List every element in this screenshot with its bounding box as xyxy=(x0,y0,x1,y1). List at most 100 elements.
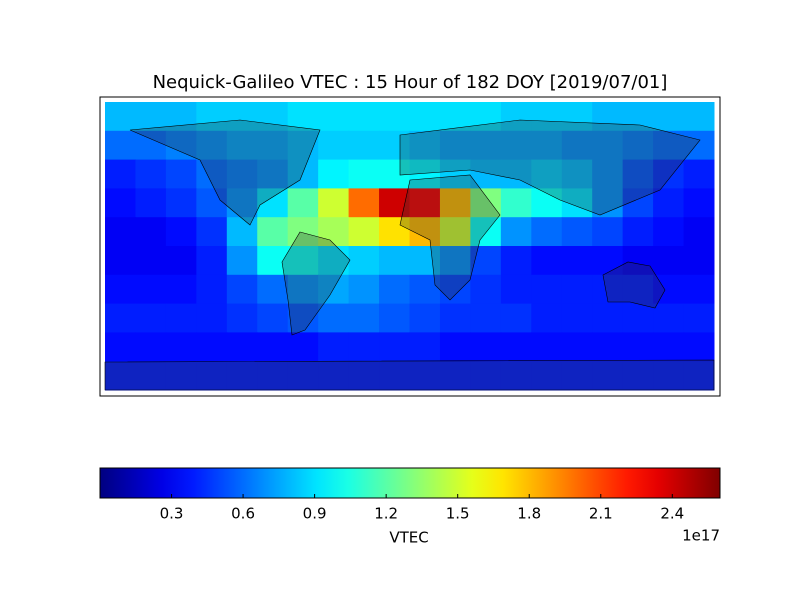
heatmap-cell xyxy=(561,274,593,305)
heatmap-cell xyxy=(196,274,228,305)
heatmap-cell xyxy=(318,303,350,333)
heatmap-cell xyxy=(561,188,593,218)
heatmap-cell xyxy=(348,130,380,161)
heatmap-cell xyxy=(409,274,441,305)
heatmap-cell xyxy=(348,332,380,362)
heatmap-cell xyxy=(348,102,380,132)
heatmap-cell xyxy=(439,102,471,132)
heatmap-cell xyxy=(257,188,289,218)
heatmap-cell xyxy=(470,303,502,333)
heatmap-cell xyxy=(348,217,380,247)
heatmap-cell xyxy=(379,303,410,333)
heatmap-cell xyxy=(287,274,319,305)
heatmap-cell xyxy=(683,332,715,362)
colorbar-tick-label: 0.3 xyxy=(160,505,184,523)
heatmap-cell xyxy=(622,246,654,276)
colorbar-tick-label: 2.4 xyxy=(660,505,684,523)
heatmap-cell xyxy=(683,159,715,189)
heatmap-cell xyxy=(531,332,563,362)
colorbar-label: VTEC xyxy=(389,529,428,547)
colorbar-tick-label: 1.2 xyxy=(374,505,398,523)
heatmap-cell xyxy=(287,188,319,218)
heatmap-cell xyxy=(257,332,289,362)
heatmap-cell xyxy=(561,303,593,333)
heatmap-cell xyxy=(653,102,685,132)
heatmap-cell xyxy=(165,188,197,218)
heatmap-cell xyxy=(683,274,715,305)
heatmap-cell xyxy=(439,217,471,247)
heatmap-cell xyxy=(348,303,380,333)
heatmap-cell xyxy=(470,102,502,132)
heatmap-cell xyxy=(683,188,715,218)
heatmap-cell xyxy=(226,217,258,247)
heatmap-cell xyxy=(500,159,532,189)
colorbar-tick-label: 0.6 xyxy=(231,505,255,523)
heatmap-cell xyxy=(683,246,715,276)
heatmap-cell xyxy=(287,217,319,247)
heatmap-cell xyxy=(226,303,258,333)
heatmap-cell xyxy=(257,303,289,333)
heatmap-cell xyxy=(622,361,654,391)
heatmap-cell xyxy=(226,246,258,276)
heatmap-cell xyxy=(135,217,167,247)
heatmap-cell xyxy=(500,217,532,247)
heatmap-cell xyxy=(561,130,593,161)
heatmap-cell xyxy=(105,246,136,276)
heatmap-cell xyxy=(318,217,350,247)
colorbar-tick-label: 0.9 xyxy=(303,505,327,523)
south-america xyxy=(281,231,351,336)
heatmap-cell xyxy=(653,188,685,218)
heatmap-cell xyxy=(470,130,502,161)
heatmap-cell xyxy=(622,159,654,189)
heatmap-cell xyxy=(287,361,319,391)
colorbar-tick-label: 1.8 xyxy=(517,505,541,523)
heatmap-cell xyxy=(622,188,654,218)
heatmap-cell xyxy=(470,246,502,276)
heatmap-cell xyxy=(165,274,197,305)
heatmap-cell xyxy=(135,274,167,305)
heatmap-cell xyxy=(683,102,715,132)
heatmap-cell xyxy=(105,274,136,305)
heatmap xyxy=(105,102,715,391)
heatmap-cell xyxy=(409,217,441,247)
heatmap-cell xyxy=(592,332,624,362)
colorbar xyxy=(99,467,721,499)
heatmap-cell xyxy=(135,246,167,276)
heatmap-cell xyxy=(592,130,624,161)
heatmap-cell xyxy=(226,332,258,362)
heatmap-cell xyxy=(257,130,289,161)
heatmap-cell xyxy=(531,246,563,276)
heatmap-cell xyxy=(653,361,685,391)
heatmap-cell xyxy=(653,332,685,362)
heatmap-cell xyxy=(592,246,624,276)
heatmap-cell xyxy=(379,274,410,305)
colorbar-offset: 1e17 xyxy=(682,527,720,545)
heatmap-cell xyxy=(196,188,228,218)
heatmap-cell xyxy=(257,274,289,305)
heatmap-cell xyxy=(196,102,228,132)
heatmap-cell xyxy=(409,130,441,161)
heatmap-cell xyxy=(439,303,471,333)
heatmap-cell xyxy=(105,361,136,391)
heatmap-cell xyxy=(409,332,441,362)
heatmap-cell xyxy=(318,130,350,161)
antarctica xyxy=(104,359,715,391)
heatmap-cell xyxy=(196,130,228,161)
heatmap-cell xyxy=(105,332,136,362)
heatmap-cell xyxy=(531,159,563,189)
heatmap-cell xyxy=(409,361,441,391)
heatmap-cell xyxy=(409,102,441,132)
heatmap-cell xyxy=(653,130,685,161)
heatmap-cell xyxy=(592,217,624,247)
heatmap-cell xyxy=(500,246,532,276)
heatmap-cell xyxy=(105,188,136,218)
map-title: Nequick-Galileo VTEC : 15 Hour of 182 DO… xyxy=(153,72,668,93)
heatmap-cell xyxy=(287,332,319,362)
heatmap-cell xyxy=(105,303,136,333)
heatmap-cell xyxy=(500,102,532,132)
heatmap-cell xyxy=(348,246,380,276)
heatmap-cell xyxy=(165,130,197,161)
heatmap-cell xyxy=(653,217,685,247)
heatmap-cell xyxy=(561,159,593,189)
